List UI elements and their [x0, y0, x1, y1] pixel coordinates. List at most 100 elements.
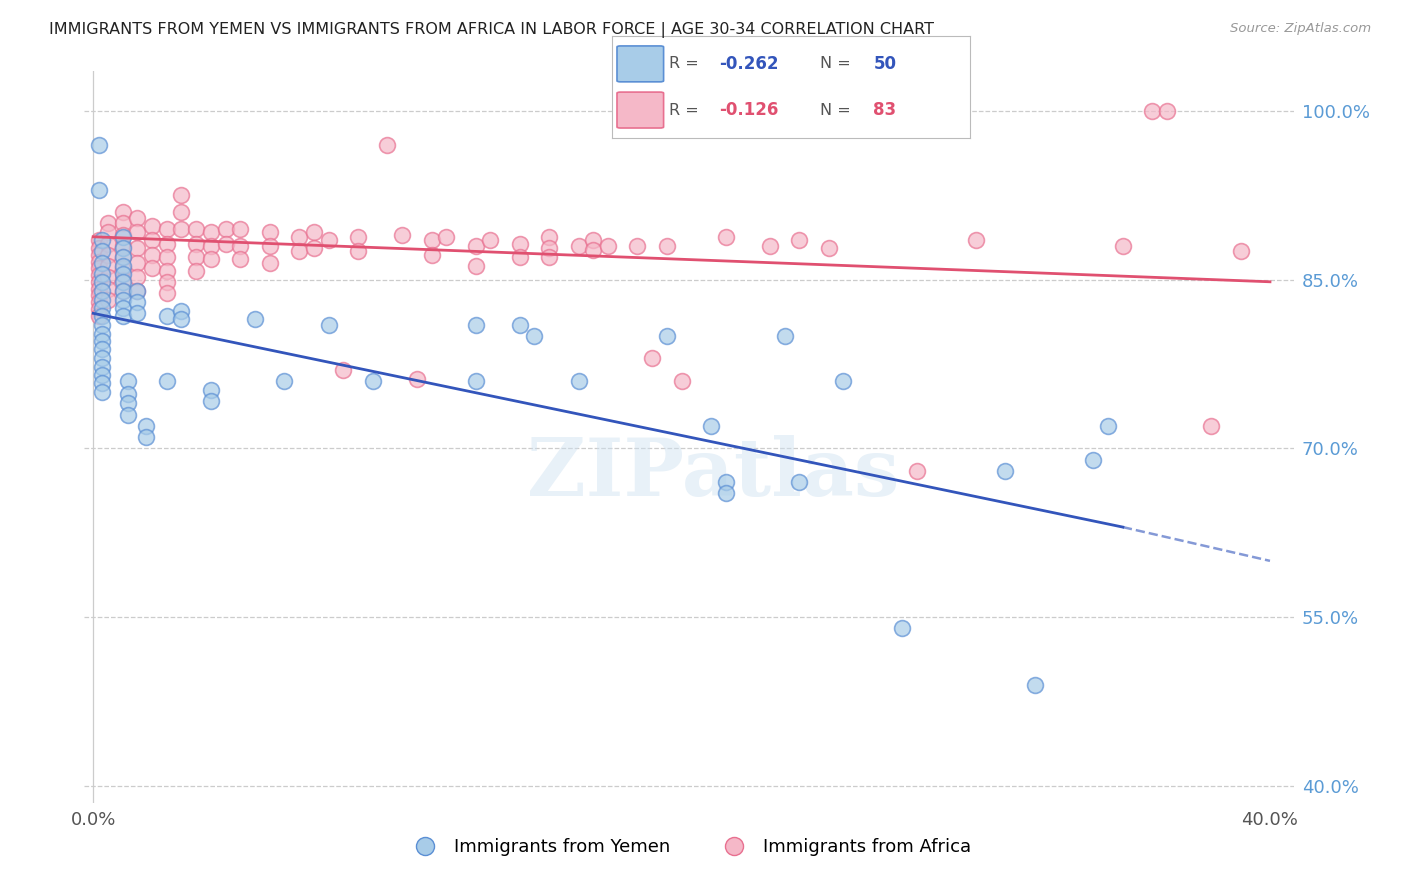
Point — [111, 267, 134, 281]
Text: -0.262: -0.262 — [720, 55, 779, 73]
Point — [994, 464, 1017, 478]
Point — [156, 222, 179, 236]
Point — [787, 233, 810, 247]
Text: 83: 83 — [873, 101, 897, 119]
Point — [127, 225, 149, 239]
Point — [259, 239, 281, 253]
Point — [156, 286, 179, 301]
Point — [117, 408, 139, 422]
Point — [117, 387, 139, 401]
Point — [127, 241, 149, 255]
Point — [141, 233, 163, 247]
Point — [135, 430, 157, 444]
Point — [127, 211, 149, 225]
Point — [509, 236, 531, 251]
Point — [111, 284, 134, 298]
Point — [347, 229, 370, 244]
Point — [464, 374, 486, 388]
Point — [965, 233, 987, 247]
Point — [420, 233, 443, 247]
Point — [759, 239, 782, 253]
Point — [91, 284, 114, 298]
Point — [200, 239, 222, 253]
Point — [91, 233, 114, 247]
Point — [91, 244, 114, 259]
Point — [127, 255, 149, 269]
Point — [111, 229, 134, 244]
Point — [817, 241, 839, 255]
Point — [509, 250, 531, 264]
Point — [568, 239, 591, 253]
Point — [479, 233, 502, 247]
Text: N =: N = — [820, 56, 855, 71]
Point — [1112, 239, 1135, 253]
Point — [787, 475, 810, 489]
Legend: Immigrants from Yemen, Immigrants from Africa: Immigrants from Yemen, Immigrants from A… — [401, 830, 977, 863]
Point — [714, 475, 737, 489]
Point — [111, 227, 134, 242]
Point — [186, 263, 208, 277]
Point — [97, 259, 120, 273]
Point — [156, 275, 179, 289]
Point — [87, 268, 110, 282]
Point — [1199, 418, 1222, 433]
Point — [377, 137, 399, 152]
Point — [170, 188, 193, 202]
Point — [200, 383, 222, 397]
Point — [117, 396, 139, 410]
Point — [87, 261, 110, 276]
Point — [229, 222, 252, 236]
Point — [347, 244, 370, 259]
Point — [214, 222, 236, 236]
Point — [1083, 452, 1105, 467]
Text: R =: R = — [669, 103, 704, 118]
Point — [332, 362, 354, 376]
Point — [714, 229, 737, 244]
Point — [91, 343, 114, 357]
Point — [170, 304, 193, 318]
Point — [127, 284, 149, 298]
Point — [91, 293, 114, 307]
Point — [87, 254, 110, 268]
Point — [91, 326, 114, 341]
Point — [97, 281, 120, 295]
Point — [259, 255, 281, 269]
Point — [91, 351, 114, 366]
Point — [582, 233, 605, 247]
Point — [87, 182, 110, 196]
Point — [156, 263, 179, 277]
Point — [170, 222, 193, 236]
Point — [87, 281, 110, 295]
Point — [87, 248, 110, 262]
Point — [87, 137, 110, 152]
Point — [582, 244, 605, 258]
Point — [97, 216, 120, 230]
Point — [156, 236, 179, 251]
Point — [773, 328, 796, 343]
Point — [111, 309, 134, 323]
Point — [91, 376, 114, 390]
Point — [91, 318, 114, 332]
Point — [523, 328, 546, 343]
Text: -0.126: -0.126 — [720, 101, 779, 119]
Point — [361, 374, 384, 388]
Point — [170, 205, 193, 219]
Point — [91, 301, 114, 315]
Point — [714, 486, 737, 500]
Point — [87, 241, 110, 255]
Point — [111, 261, 134, 276]
Point — [91, 255, 114, 269]
Point — [91, 385, 114, 400]
Point — [318, 233, 340, 247]
Point — [243, 312, 266, 326]
Point — [464, 318, 486, 332]
Point — [87, 309, 110, 323]
Point — [626, 239, 648, 253]
Point — [111, 259, 134, 273]
Point — [405, 371, 427, 385]
Point — [87, 295, 110, 310]
Point — [87, 233, 110, 247]
FancyBboxPatch shape — [617, 46, 664, 82]
Point — [273, 374, 295, 388]
Point — [214, 236, 236, 251]
